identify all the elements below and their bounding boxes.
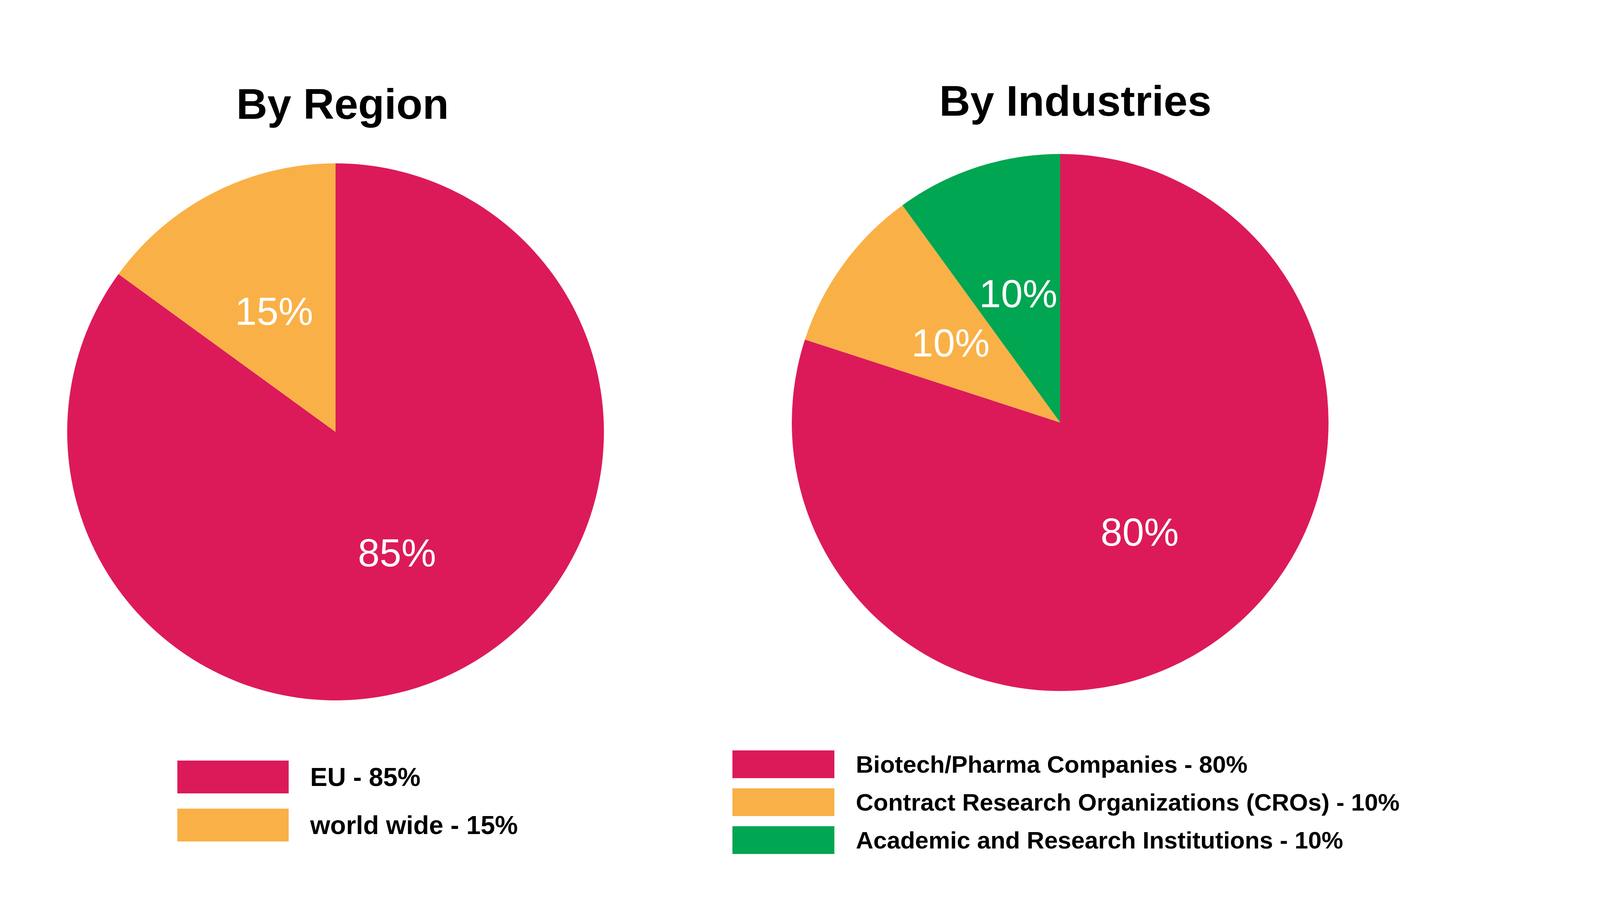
svg-text:15%: 15% <box>235 289 314 333</box>
svg-text:10%: 10% <box>979 271 1058 316</box>
svg-text:Academic and Research Institut: Academic and Research Institutions - 10% <box>855 826 1343 854</box>
svg-text:80%: 80% <box>1100 509 1179 554</box>
svg-text:85%: 85% <box>357 530 436 575</box>
svg-text:Contract Research Organization: Contract Research Organizations (CROs) -… <box>855 788 1400 816</box>
svg-text:By Industries: By Industries <box>939 76 1212 125</box>
svg-text:10%: 10% <box>911 320 990 365</box>
svg-text:By Region: By Region <box>236 79 449 128</box>
svg-text:Biotech/Pharma Companies - 80%: Biotech/Pharma Companies - 80% <box>855 750 1248 778</box>
svg-text:world wide - 15%: world wide - 15% <box>309 810 518 840</box>
svg-text:EU - 85%: EU - 85% <box>310 762 421 792</box>
